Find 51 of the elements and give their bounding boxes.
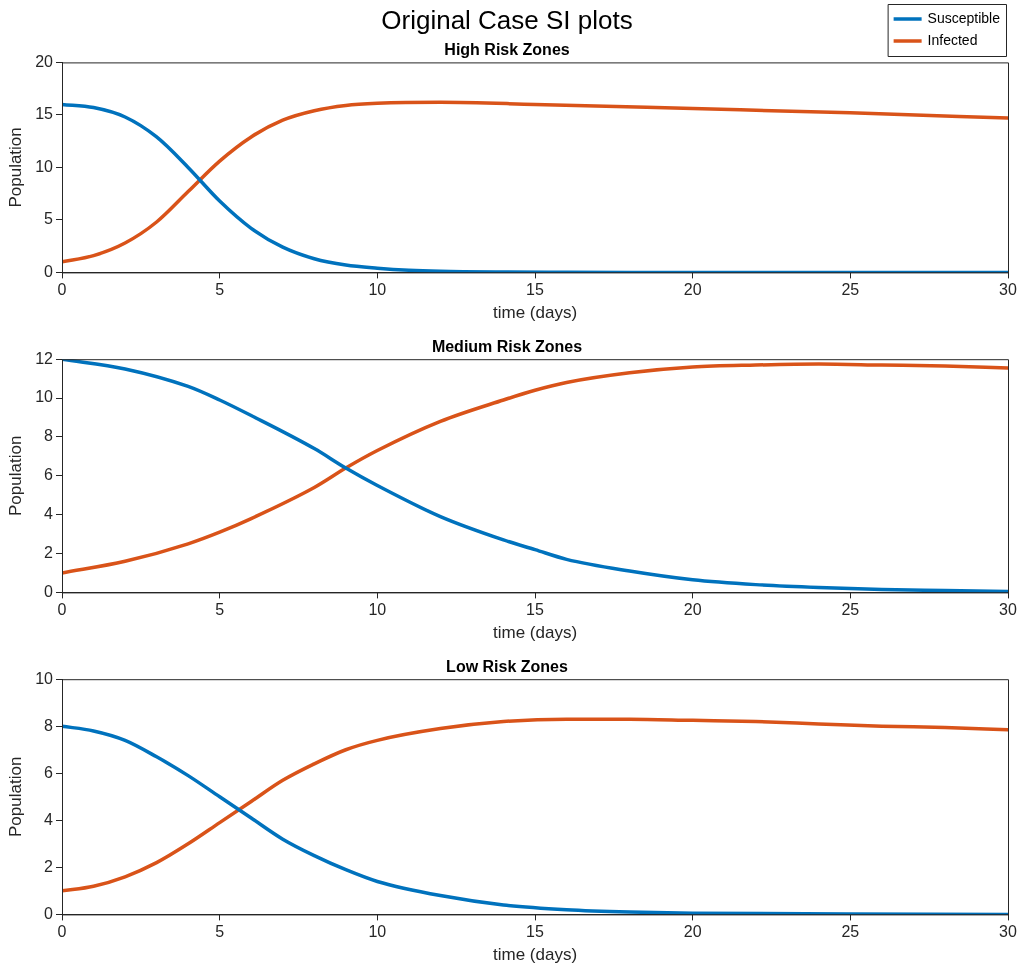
x-tick-label: 10: [368, 923, 387, 941]
x-axis-title: time (days): [492, 303, 578, 323]
y-tick-label: 8: [44, 427, 54, 445]
chart-title: Low Risk Zones: [446, 658, 568, 676]
y-tick-label: 10: [35, 388, 54, 406]
x-tick-label: 20: [683, 601, 702, 619]
y-tick-label: 6: [44, 466, 54, 484]
x-tick-label: 30: [999, 923, 1017, 941]
y-tick-label: 4: [44, 810, 54, 828]
y-tick-label: 0: [44, 904, 54, 922]
x-axis-title: time (days): [492, 945, 578, 965]
x-tick-label: 5: [215, 601, 225, 619]
legend-label: Susceptible: [927, 9, 1001, 26]
y-tick-label: 6: [44, 763, 54, 781]
chart-title: Medium Risk Zones: [431, 338, 583, 356]
x-tick-label: 25: [841, 601, 860, 619]
y-tick-label: 5: [44, 210, 54, 228]
x-tick-label: 30: [999, 281, 1017, 299]
x-tick-label: 20: [683, 281, 702, 299]
y-tick-label: 12: [35, 349, 54, 367]
x-axis-title: time (days): [492, 623, 578, 643]
x-tick-label: 10: [368, 281, 387, 299]
y-axis-title: Population: [5, 435, 25, 516]
y-tick-label: 2: [44, 857, 54, 875]
x-tick-label: 5: [215, 281, 225, 299]
y-tick-label: 8: [44, 716, 54, 734]
x-tick-label: 0: [57, 923, 67, 941]
y-axis-title: Population: [5, 756, 25, 837]
y-tick-label: 15: [35, 105, 54, 123]
y-tick-label: 10: [35, 157, 54, 175]
x-tick-label: 0: [57, 281, 67, 299]
y-tick-label: 4: [44, 505, 54, 523]
legend-label: Infected: [927, 31, 978, 48]
x-tick-label: 25: [841, 923, 860, 941]
x-tick-label: 25: [841, 281, 860, 299]
y-tick-label: 0: [44, 582, 54, 600]
x-tick-label: 10: [368, 601, 387, 619]
x-tick-label: 30: [999, 601, 1017, 619]
chart-subtitle: High Risk Zones: [444, 41, 570, 59]
y-tick-label: 0: [44, 262, 54, 280]
y-tick-label: 10: [35, 669, 54, 687]
chart-title: Original Case SI plots: [381, 4, 633, 35]
y-tick-label: 2: [44, 543, 54, 561]
x-tick-label: 15: [526, 281, 544, 299]
x-tick-label: 15: [526, 923, 544, 941]
x-tick-label: 15: [526, 601, 544, 619]
y-axis-title: Population: [5, 127, 25, 208]
x-tick-label: 5: [215, 923, 225, 941]
x-tick-label: 20: [683, 923, 702, 941]
y-tick-label: 20: [35, 52, 54, 70]
x-tick-label: 0: [57, 601, 67, 619]
